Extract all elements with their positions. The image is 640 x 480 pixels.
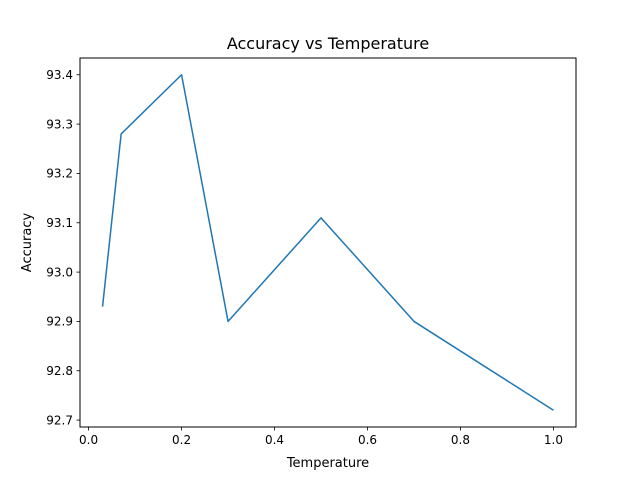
y-tick-label: 93.3 (46, 117, 73, 131)
y-tick-label: 92.7 (46, 413, 73, 427)
x-tick-label: 1.0 (544, 433, 563, 447)
series-layer (101, 74, 554, 411)
x-tick-label: 0.4 (265, 433, 284, 447)
y-tick-label: 92.9 (46, 315, 73, 329)
y-tick-label: 93.1 (46, 216, 73, 230)
x-tick-label: 0.0 (79, 433, 98, 447)
y-tick-label: 92.8 (46, 364, 73, 378)
series-line (101, 74, 554, 411)
x-tick-label: 0.2 (172, 433, 191, 447)
x-tick-label: 0.8 (451, 433, 470, 447)
y-tick-label: 93.0 (46, 265, 73, 279)
plot-frame (79, 57, 577, 428)
x-axis-label: Temperature (286, 456, 369, 471)
chart-title: Accuracy vs Temperature (227, 34, 429, 53)
x-axis-ticks: 0.0 0.2 0.4 0.6 0.8 1.0 (79, 427, 563, 447)
y-tick-label: 93.4 (46, 68, 73, 82)
y-tick-label: 93.2 (46, 167, 73, 181)
y-axis-label: Accuracy (20, 213, 35, 273)
x-tick-label: 0.6 (358, 433, 377, 447)
y-axis-ticks: 92.7 92.8 92.9 93.0 93.1 93.2 93.3 93.4 (46, 68, 80, 427)
plot-area (79, 57, 577, 428)
